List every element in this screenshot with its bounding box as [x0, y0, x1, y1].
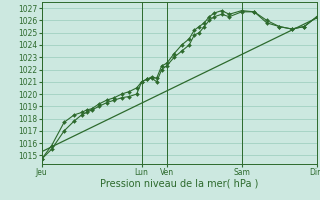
X-axis label: Pression niveau de la mer( hPa ): Pression niveau de la mer( hPa )	[100, 179, 258, 189]
